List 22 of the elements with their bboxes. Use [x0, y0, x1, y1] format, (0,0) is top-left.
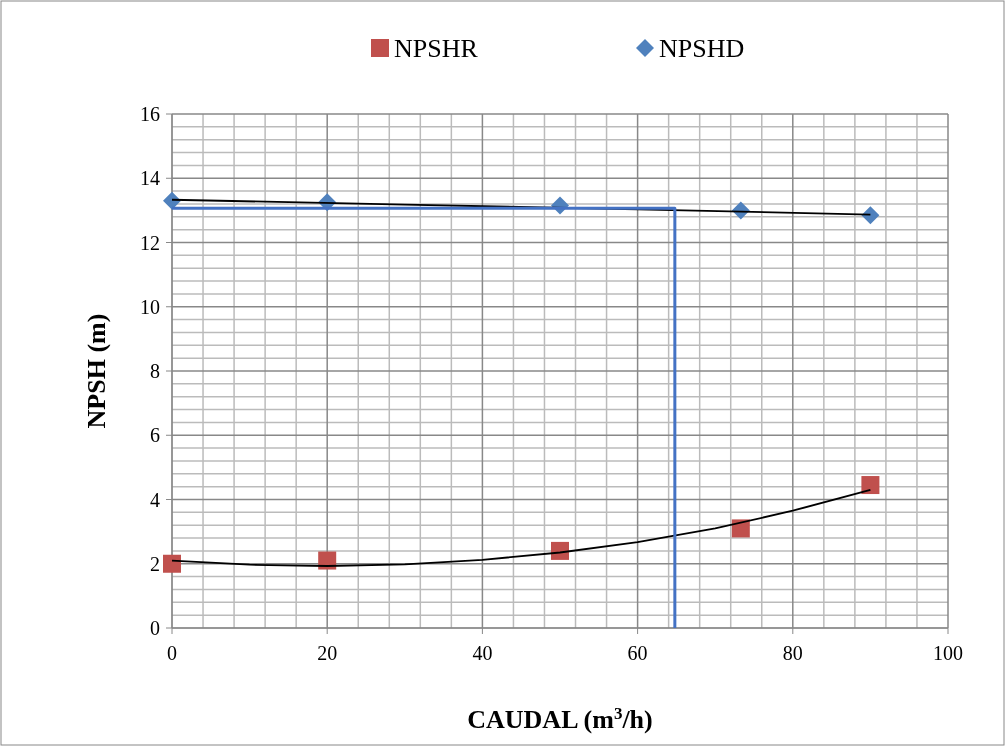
x-tick-label: 80: [782, 642, 803, 664]
y-axis-title: NPSH (m): [82, 313, 111, 429]
x-axis-title: CAUDAL (m$^{3}$/h): [467, 703, 653, 734]
y-tick-label: 0: [150, 617, 160, 639]
y-tick-label: 6: [150, 424, 160, 447]
point: [861, 206, 880, 225]
y-tick-label: 2: [150, 552, 160, 575]
y-tick-label: 10: [140, 295, 160, 318]
legend-label: NPSHD: [659, 34, 745, 63]
legend-label: NPSHR: [394, 34, 479, 63]
x-tick-label: 20: [317, 642, 338, 664]
x-tick-label: 100: [933, 642, 963, 664]
y-tick-label: 4: [150, 488, 160, 511]
point: [861, 476, 880, 495]
y-tick-label: 16: [140, 103, 160, 125]
point: [163, 554, 181, 573]
y-tick-label: 8: [150, 360, 160, 382]
x-tick-label: 60: [627, 642, 648, 664]
y-tick-label: 12: [140, 231, 160, 254]
x-tick-label: 0: [167, 642, 177, 664]
y-tick-label: 14: [140, 167, 160, 190]
x-tick-label: 40: [472, 642, 493, 664]
